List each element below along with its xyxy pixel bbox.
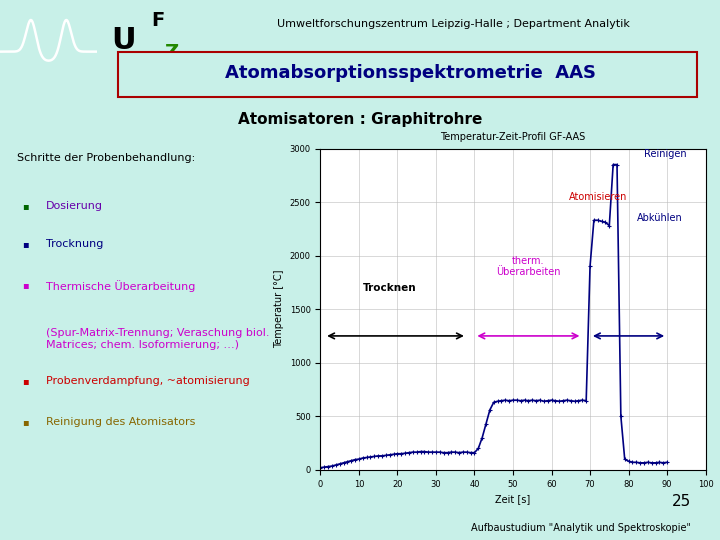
Title: Temperatur-Zeit-Profil GF-AAS: Temperatur-Zeit-Profil GF-AAS <box>441 132 585 142</box>
Text: Atomisieren: Atomisieren <box>569 192 627 202</box>
X-axis label: Zeit [s]: Zeit [s] <box>495 494 531 504</box>
Text: Atomisatoren : Graphitrohre: Atomisatoren : Graphitrohre <box>238 112 482 127</box>
Text: Z: Z <box>165 43 179 62</box>
Text: 25: 25 <box>672 494 691 509</box>
Text: (Spur-Matrix-Trennung; Veraschung biol.
Matrices; chem. Isoformierung; …): (Spur-Matrix-Trennung; Veraschung biol. … <box>46 328 269 350</box>
Text: U: U <box>112 25 136 55</box>
Text: Dosierung: Dosierung <box>46 201 103 211</box>
Text: Trocknen: Trocknen <box>363 283 417 293</box>
Text: Abkühlen: Abkühlen <box>636 213 683 223</box>
Text: ▪: ▪ <box>22 239 29 249</box>
Text: ▪: ▪ <box>22 201 29 211</box>
Text: Trocknung: Trocknung <box>46 239 103 249</box>
Text: F: F <box>151 11 165 30</box>
Text: Aufbaustudium "Analytik und Spektroskopie": Aufbaustudium "Analytik und Spektroskopi… <box>471 523 691 533</box>
Text: Schritte der Probenbehandlung:: Schritte der Probenbehandlung: <box>17 153 195 164</box>
Text: therm.
Überarbeiten: therm. Überarbeiten <box>496 255 561 277</box>
Text: Probenverdampfung, ~atomisierung: Probenverdampfung, ~atomisierung <box>46 376 250 386</box>
Y-axis label: Temperatur [°C]: Temperatur [°C] <box>274 270 284 348</box>
Text: Atomabsorptionsspektrometrie  AAS: Atomabsorptionsspektrometrie AAS <box>225 64 596 82</box>
Text: Umweltforschungszentrum Leipzig-Halle ; Department Analytik: Umweltforschungszentrum Leipzig-Halle ; … <box>277 19 630 29</box>
Text: Reinigung des Atomisators: Reinigung des Atomisators <box>46 417 195 428</box>
Text: Thermische Überarbeitung: Thermische Überarbeitung <box>46 280 195 292</box>
Text: ▪: ▪ <box>22 376 29 386</box>
Text: ▪: ▪ <box>22 280 29 291</box>
Text: Reinigen: Reinigen <box>644 149 687 159</box>
Text: ▪: ▪ <box>22 417 29 428</box>
FancyBboxPatch shape <box>117 52 697 97</box>
